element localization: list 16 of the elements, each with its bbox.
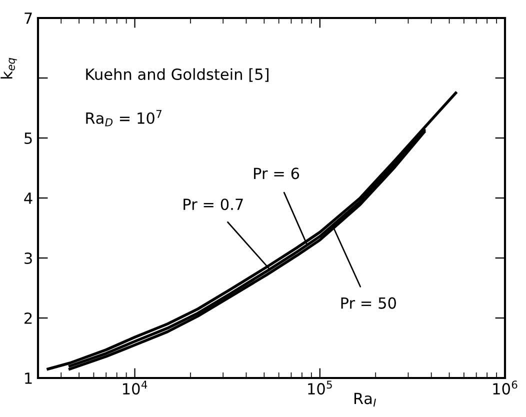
y-tick-label: 3 xyxy=(24,252,32,264)
annotation: Pr = 0.7 xyxy=(184,198,243,210)
y-axis-title: k$_{eq}$ xyxy=(0,58,17,78)
y-tick-label: 1 xyxy=(25,372,32,384)
y-tick-label: 7 xyxy=(24,12,32,24)
annotation: Kuehn and Goldstein [5] xyxy=(86,68,268,82)
annotation: Pr = 50 xyxy=(341,297,396,309)
x-tick-label: 10$^{4}$ xyxy=(123,380,148,395)
x-tick-label: 10$^{6}$ xyxy=(493,380,518,395)
x-tick-label: 10$^{5}$ xyxy=(308,380,332,395)
y-tick-label: 2 xyxy=(24,312,32,324)
annotation: Pr = 6 xyxy=(254,168,300,180)
x-axis-title: Ra$_{I}$ xyxy=(354,392,376,406)
y-tick-label: 4 xyxy=(24,192,32,204)
y-tick-label: 5 xyxy=(24,132,32,144)
annotation: Ra$_{D}$ = 10$^{7}$ xyxy=(86,110,162,126)
